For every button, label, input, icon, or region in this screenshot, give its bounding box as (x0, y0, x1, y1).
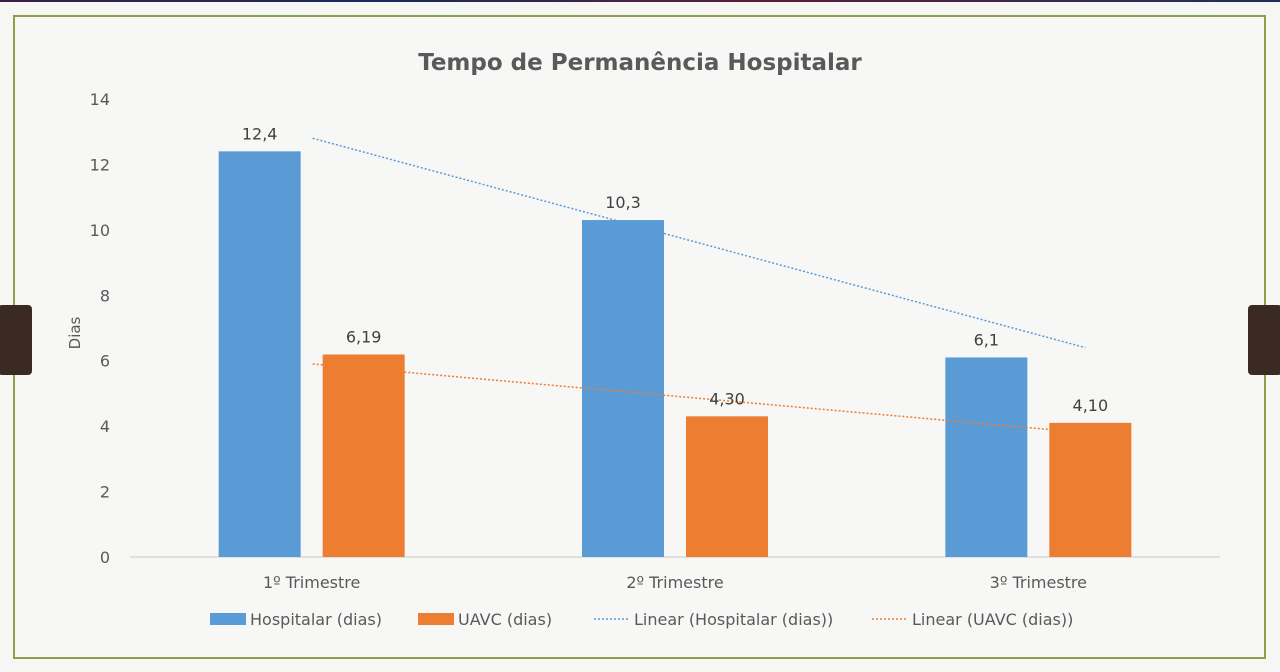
left-binder-tab (0, 305, 32, 375)
legend: Hospitalar (dias) UAVC (dias) Linear (Hosp… (210, 610, 1073, 629)
legend-label-linear-hospitalar: Linear (Hospitalar (dias)) (634, 610, 833, 629)
y-tick-label-1: 2 (100, 483, 110, 502)
data-label-hospitalar-3: 6,1 (974, 330, 999, 349)
bar-hospitalar-1 (218, 151, 301, 558)
y-axis-ticks: 0 2 4 6 8 10 12 14 (90, 90, 110, 567)
y-tick-label-7: 14 (90, 90, 110, 109)
bar-uavc-2 (686, 416, 768, 557)
legend-swatch-uavc (418, 613, 454, 625)
data-labels-group: 12,4 6,19 10,3 4,30 6,1 4,10 (242, 124, 1108, 415)
legend-label-linear-uavc: Linear (UAVC (dias)) (912, 610, 1073, 629)
x-axis-labels: 1º Trimestre 2º Trimestre 3º Trimestre (263, 573, 1087, 592)
y-tick-label-6: 12 (90, 155, 110, 174)
x-tick-label-1: 1º Trimestre (263, 573, 360, 592)
right-binder-tab (1248, 305, 1280, 375)
legend-label-uavc: UAVC (dias) (458, 610, 552, 629)
y-tick-label-2: 4 (100, 417, 110, 436)
y-tick-label-3: 6 (100, 352, 110, 371)
trendlines-group (312, 137, 1086, 434)
x-tick-label-3: 3º Trimestre (990, 573, 1087, 592)
data-label-uavc-2: 4,30 (709, 389, 745, 408)
y-tick-label-0: 0 (100, 548, 110, 567)
bar-hospitalar-3 (945, 357, 1028, 557)
data-label-uavc-3: 4,10 (1073, 396, 1109, 415)
bars-group (218, 151, 1132, 558)
y-tick-label-5: 10 (90, 221, 110, 240)
data-label-hospitalar-2: 10,3 (605, 193, 641, 212)
bar-hospitalar-2 (582, 220, 664, 558)
legend-swatch-hospitalar (210, 613, 246, 625)
chart-title: Tempo de Permanência Hospitalar (418, 50, 862, 76)
trendline-hospitalar (312, 137, 1086, 349)
y-tick-label-4: 8 (100, 286, 110, 305)
trendline-uavc (312, 363, 1086, 434)
y-axis-label: Dias (66, 316, 84, 349)
data-label-hospitalar-1: 12,4 (242, 124, 278, 143)
data-label-uavc-1: 6,19 (346, 327, 382, 346)
bar-uavc-1 (322, 354, 405, 557)
x-tick-label-2: 2º Trimestre (626, 573, 723, 592)
legend-label-hospitalar: Hospitalar (dias) (250, 610, 382, 629)
bar-uavc-3 (1049, 422, 1132, 557)
